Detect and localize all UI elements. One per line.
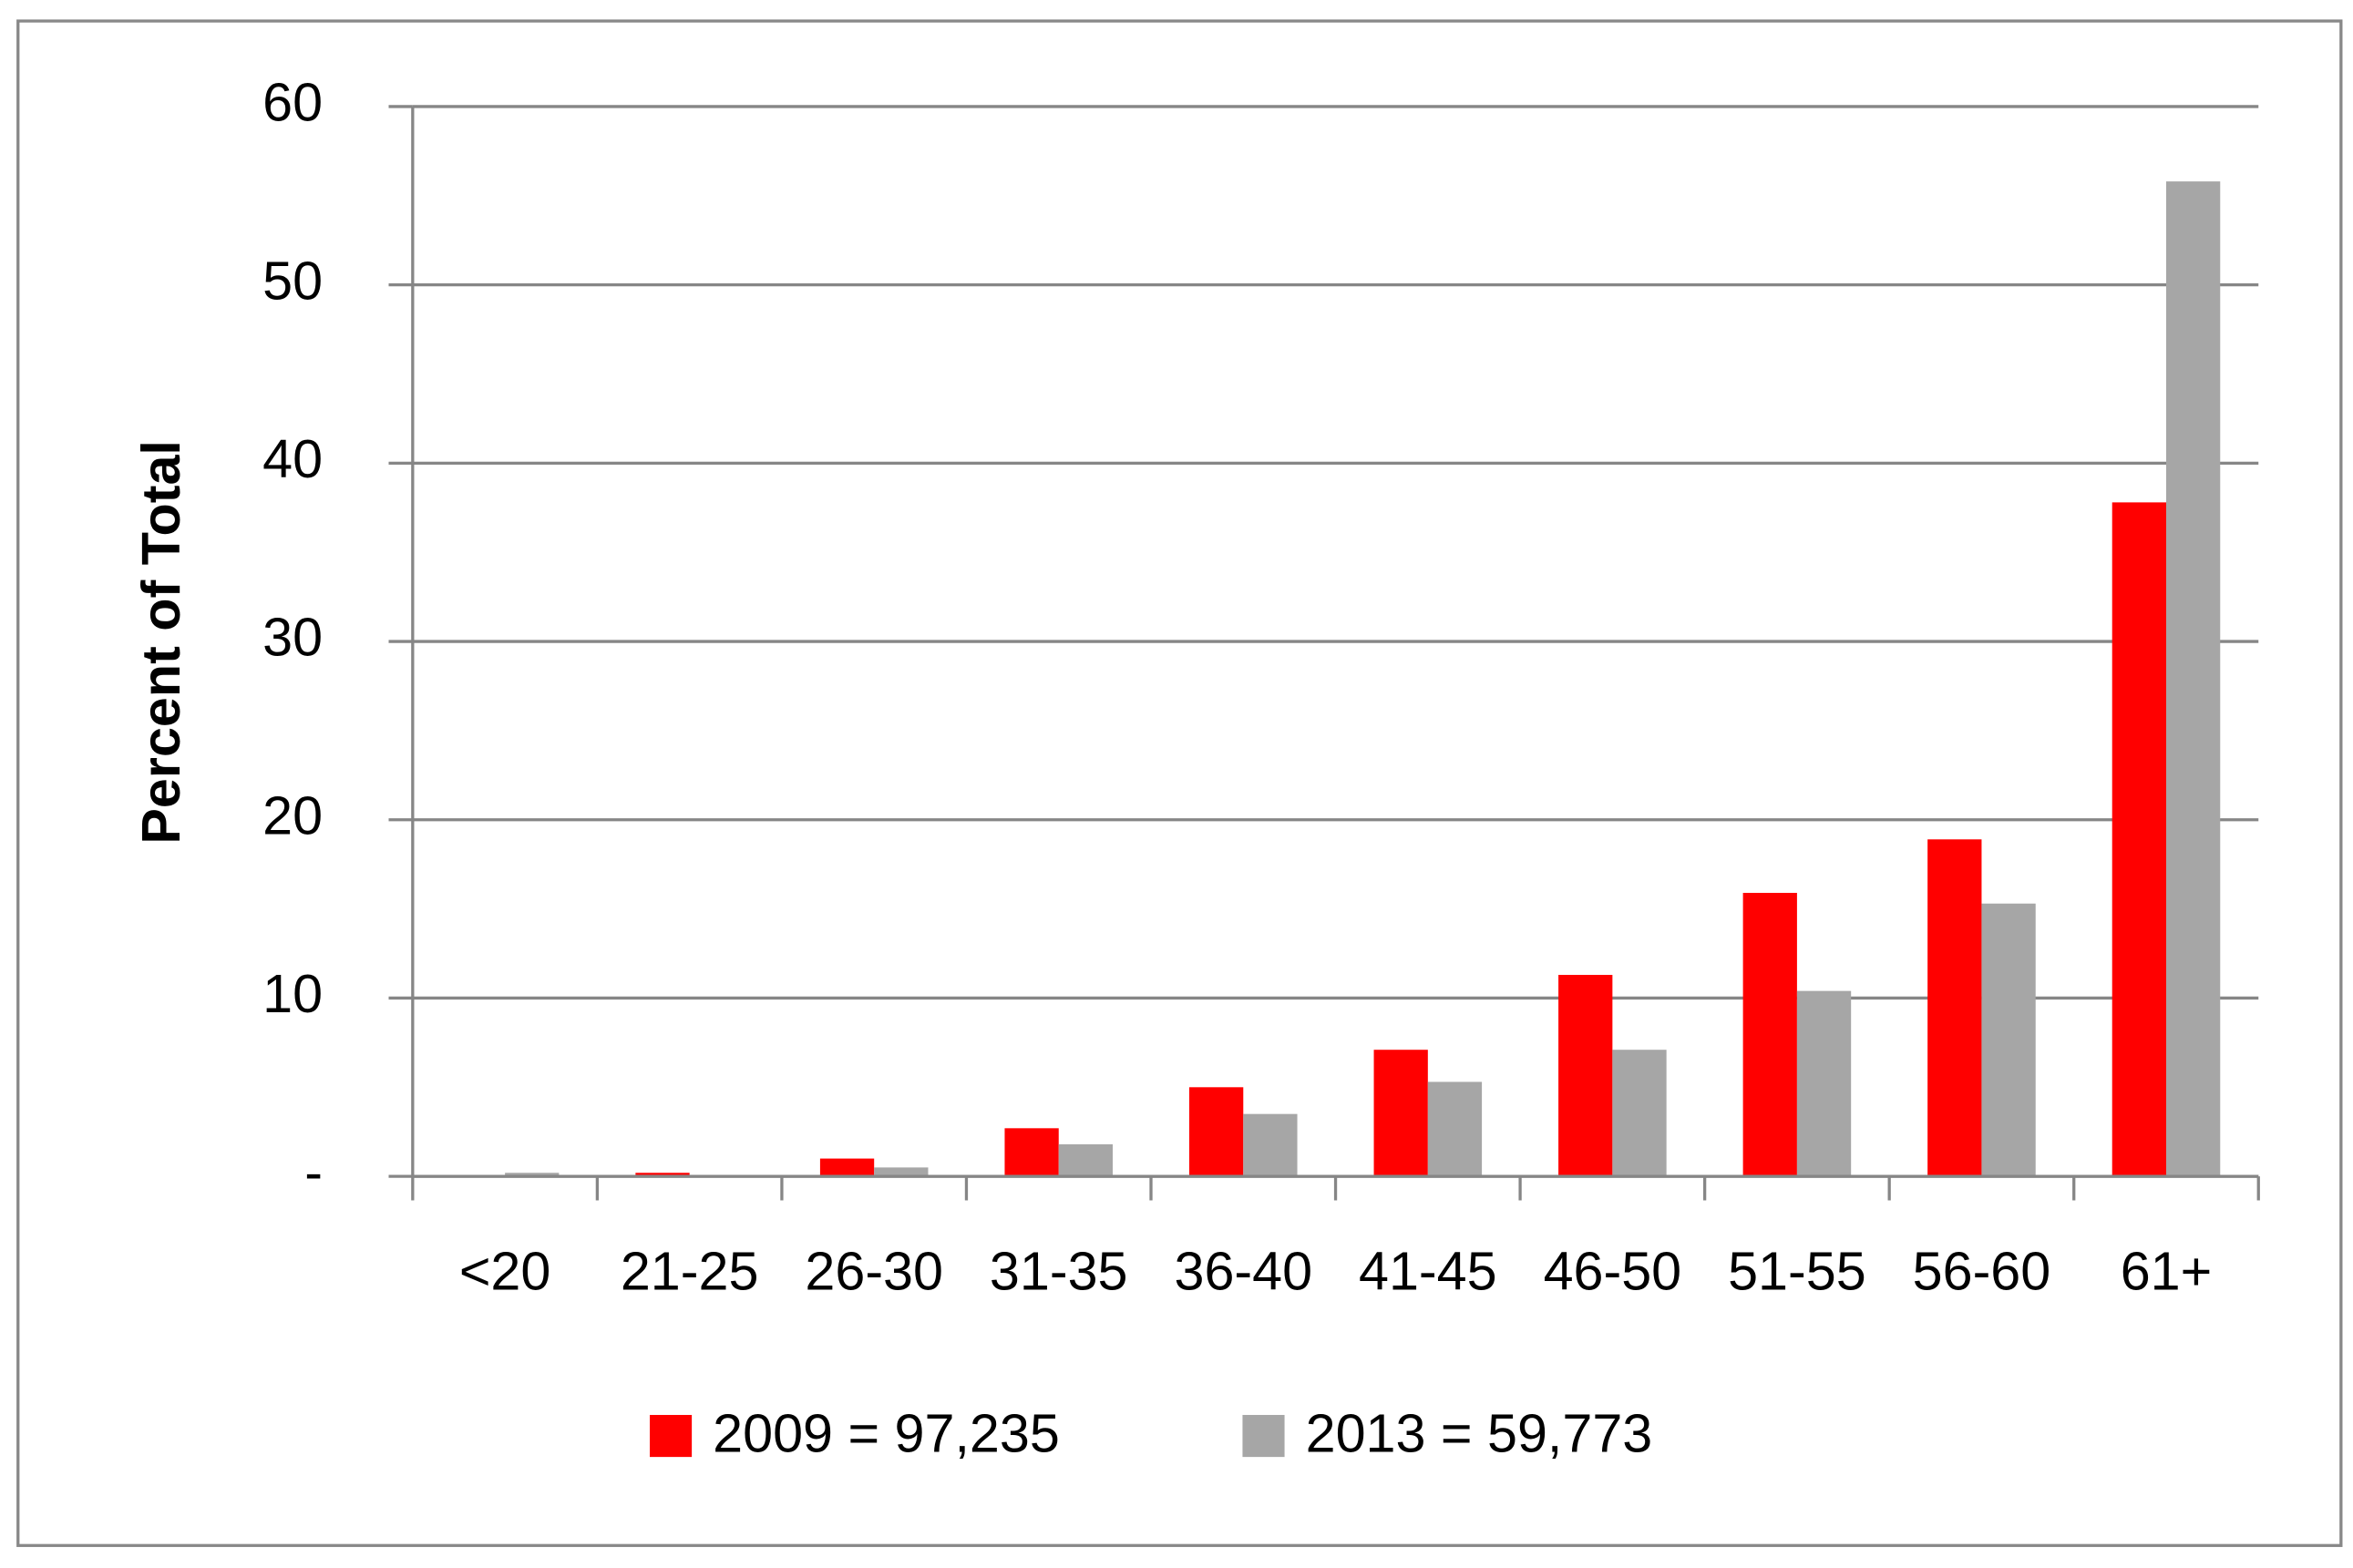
bar: [2165, 181, 2221, 1177]
bar: [1004, 1128, 1059, 1177]
y-axis-label: Percent of Total: [130, 440, 191, 844]
x-tick-label: 61+: [2121, 1241, 2213, 1302]
bar: [1927, 839, 1982, 1177]
bar: [1742, 892, 1797, 1177]
bar: [874, 1167, 929, 1177]
x-tick-label: 51-55: [1728, 1241, 1866, 1302]
bar: [1558, 975, 1613, 1177]
legend-label: 2009 = 97,235: [713, 1402, 1060, 1463]
x-tick-label: 31-35: [990, 1241, 1128, 1302]
y-tick-label: 50: [262, 250, 323, 311]
y-tick-label: 20: [262, 784, 323, 845]
chart-border: [16, 19, 2343, 1547]
legend-swatch: [650, 1415, 693, 1458]
bar: [1796, 990, 1852, 1177]
y-tick-label: 30: [262, 607, 323, 668]
legend-label: 2013 = 59,773: [1306, 1402, 1653, 1463]
legend-swatch: [1242, 1415, 1285, 1458]
x-tick-label: 26-30: [805, 1241, 943, 1302]
bar: [1612, 1050, 1667, 1177]
y-tick-label: 10: [262, 963, 323, 1024]
bar: [1373, 1050, 1428, 1177]
bar: [2112, 502, 2166, 1177]
x-tick-label: <20: [459, 1241, 551, 1302]
y-tick-label: 60: [262, 72, 323, 133]
bar: [1981, 903, 2036, 1177]
bar: [1243, 1113, 1298, 1177]
bar: [819, 1158, 875, 1177]
bar: [1188, 1087, 1244, 1177]
bar: [635, 1173, 690, 1177]
y-tick-label: 40: [262, 428, 323, 489]
x-tick-label: 46-50: [1544, 1241, 1682, 1302]
bar: [505, 1173, 560, 1177]
x-tick-label: 41-45: [1359, 1241, 1497, 1302]
x-tick-label: 56-60: [1913, 1241, 2051, 1302]
y-tick-label: -: [304, 1142, 323, 1203]
x-tick-label: 36-40: [1174, 1241, 1312, 1302]
x-tick-label: 21-25: [621, 1241, 759, 1302]
bar: [1058, 1143, 1114, 1177]
bar: [1427, 1081, 1483, 1177]
